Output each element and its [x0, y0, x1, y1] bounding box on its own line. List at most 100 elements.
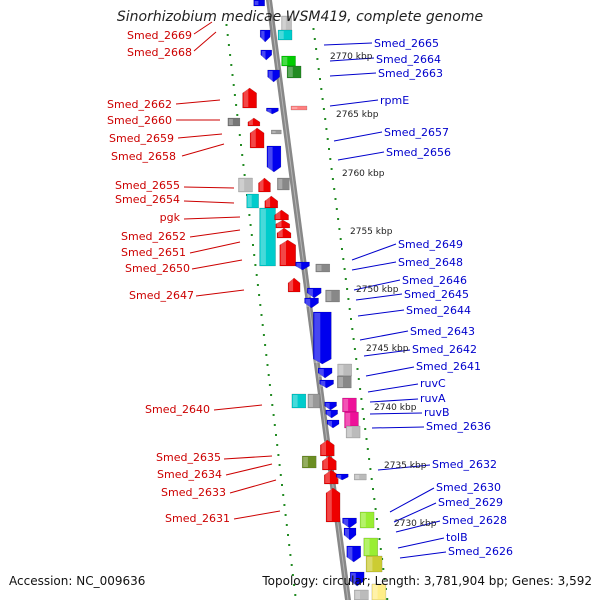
gene-label-right[interactable]: Smed_2628: [442, 514, 507, 527]
gene-label-right[interactable]: Smed_2630: [436, 481, 501, 494]
gene-feature: [349, 571, 365, 587]
label-leader-line: [177, 133, 223, 139]
ruler-dot: [259, 304, 262, 306]
gene-feature: [275, 219, 291, 229]
gene-feature-shine: [314, 313, 321, 363]
ruler-dot: [261, 324, 264, 326]
gene-label-right[interactable]: Smed_2645: [404, 288, 469, 301]
label-leader-line: [353, 279, 401, 291]
gene-label-left[interactable]: Smed_2633: [161, 486, 226, 499]
ruler-dot: [329, 158, 332, 160]
label-leader-line: [191, 259, 243, 270]
gene-label-right[interactable]: Smed_2656: [386, 146, 451, 159]
ruler-dot: [328, 148, 330, 150]
label-leader-line: [371, 426, 425, 429]
gene-feature: [325, 409, 338, 419]
gene-feature-shine: [268, 71, 273, 81]
gene-label-left[interactable]: Smed_2650: [125, 262, 190, 275]
gene-label-right[interactable]: tolB: [446, 531, 468, 544]
gene-label-right[interactable]: Smed_2644: [406, 304, 471, 317]
ruler-dot: [268, 384, 271, 386]
gene-label-left[interactable]: Smed_2631: [165, 512, 230, 525]
gene-feature: [354, 589, 369, 600]
ruler-dot: [361, 408, 364, 410]
gene-feature: [337, 363, 352, 377]
gene-feature: [326, 419, 340, 429]
gene-feature-shine: [351, 573, 356, 585]
gene-label-right[interactable]: Smed_2664: [376, 53, 441, 66]
gene-label-left[interactable]: Smed_2634: [157, 468, 222, 481]
kbp-marker-label: 2745 kbp: [366, 344, 409, 354]
gene-label-left[interactable]: Smed_2655: [115, 179, 180, 192]
gene-label-right[interactable]: Smed_2649: [398, 238, 463, 251]
gene-label-right[interactable]: Smed_2665: [374, 37, 439, 50]
gene-feature: [259, 29, 271, 43]
gene-label-right[interactable]: Smed_2657: [384, 126, 449, 139]
gene-label-left[interactable]: Smed_2654: [115, 193, 180, 206]
gene-feature-shine: [292, 395, 298, 407]
ruler-dot: [321, 98, 324, 100]
ruler-dot: [242, 164, 245, 166]
label-leader-line: [229, 479, 277, 494]
label-leader-line: [225, 463, 273, 476]
ruler-dot: [287, 534, 289, 536]
label-leader-line: [351, 261, 397, 271]
gene-feature: [286, 65, 302, 79]
ruler-dot: [370, 478, 373, 480]
gene-feature-shine: [275, 211, 281, 219]
gene-label-left[interactable]: Smed_2651: [121, 246, 186, 259]
gene-label-left[interactable]: Smed_2668: [127, 46, 192, 59]
gene-label-right[interactable]: Smed_2648: [398, 256, 463, 269]
ruler-dot: [333, 188, 336, 190]
label-leader-line: [189, 229, 241, 238]
gene-feature-shine: [321, 441, 326, 455]
gene-label-right[interactable]: Smed_2632: [432, 458, 497, 471]
gene-label-right[interactable]: ruvC: [420, 377, 446, 390]
gene-label-right[interactable]: ruvA: [420, 392, 446, 405]
ruler-dot: [362, 418, 365, 420]
gene-label-right[interactable]: Smed_2626: [448, 545, 513, 558]
gene-label-left[interactable]: Smed_2640: [145, 403, 210, 416]
gene-label-right[interactable]: rpmE: [380, 94, 409, 107]
gene-label-left[interactable]: Smed_2669: [127, 29, 192, 42]
gene-label-left[interactable]: Smed_2660: [107, 114, 172, 127]
label-leader-line: [323, 42, 373, 46]
gene-feature-shine: [276, 221, 282, 227]
gene-label-left[interactable]: pgk: [160, 211, 181, 224]
gene-label-left[interactable]: Smed_2635: [156, 451, 221, 464]
gene-label-left[interactable]: Smed_2652: [121, 230, 186, 243]
ruler-dot: [337, 218, 340, 220]
ruler-dot: [252, 244, 254, 246]
gene-label-right[interactable]: Smed_2636: [426, 420, 491, 433]
gene-feature-shine: [323, 457, 328, 469]
gene-label-right[interactable]: Smed_2642: [412, 343, 477, 356]
gene-feature-shine: [239, 179, 245, 191]
gene-label-right[interactable]: ruvB: [424, 406, 450, 419]
ruler-dot: [255, 274, 258, 276]
gene-feature: [353, 473, 367, 481]
gene-label-left[interactable]: Smed_2662: [107, 98, 172, 111]
gene-label-left[interactable]: Smed_2658: [111, 150, 176, 163]
ruler-dot: [374, 508, 377, 510]
gene-label-right[interactable]: Smed_2643: [410, 325, 475, 338]
ruler-dot: [365, 438, 368, 440]
gene-label-left[interactable]: Smed_2659: [109, 132, 174, 145]
gene-label-right[interactable]: Smed_2641: [416, 360, 481, 373]
gene-feature-shine: [355, 475, 360, 479]
label-leader-line: [223, 455, 273, 460]
label-leader-line: [395, 520, 441, 533]
ruler-dot: [315, 48, 318, 50]
gene-feature: [264, 195, 279, 209]
gene-feature: [346, 545, 361, 563]
gene-feature: [259, 207, 276, 267]
gene-label-right[interactable]: Smed_2663: [378, 67, 443, 80]
gene-label-left[interactable]: Smed_2647: [129, 289, 194, 302]
ruler-dot: [334, 198, 337, 200]
gene-feature-shine: [303, 457, 308, 467]
ruler-dot: [227, 44, 230, 46]
gene-feature: [317, 367, 333, 379]
ruler-dot: [232, 84, 235, 86]
gene-label-right[interactable]: Smed_2629: [438, 496, 503, 509]
gene-feature-shine: [248, 119, 253, 125]
gene-label-right[interactable]: Smed_2646: [402, 274, 467, 287]
